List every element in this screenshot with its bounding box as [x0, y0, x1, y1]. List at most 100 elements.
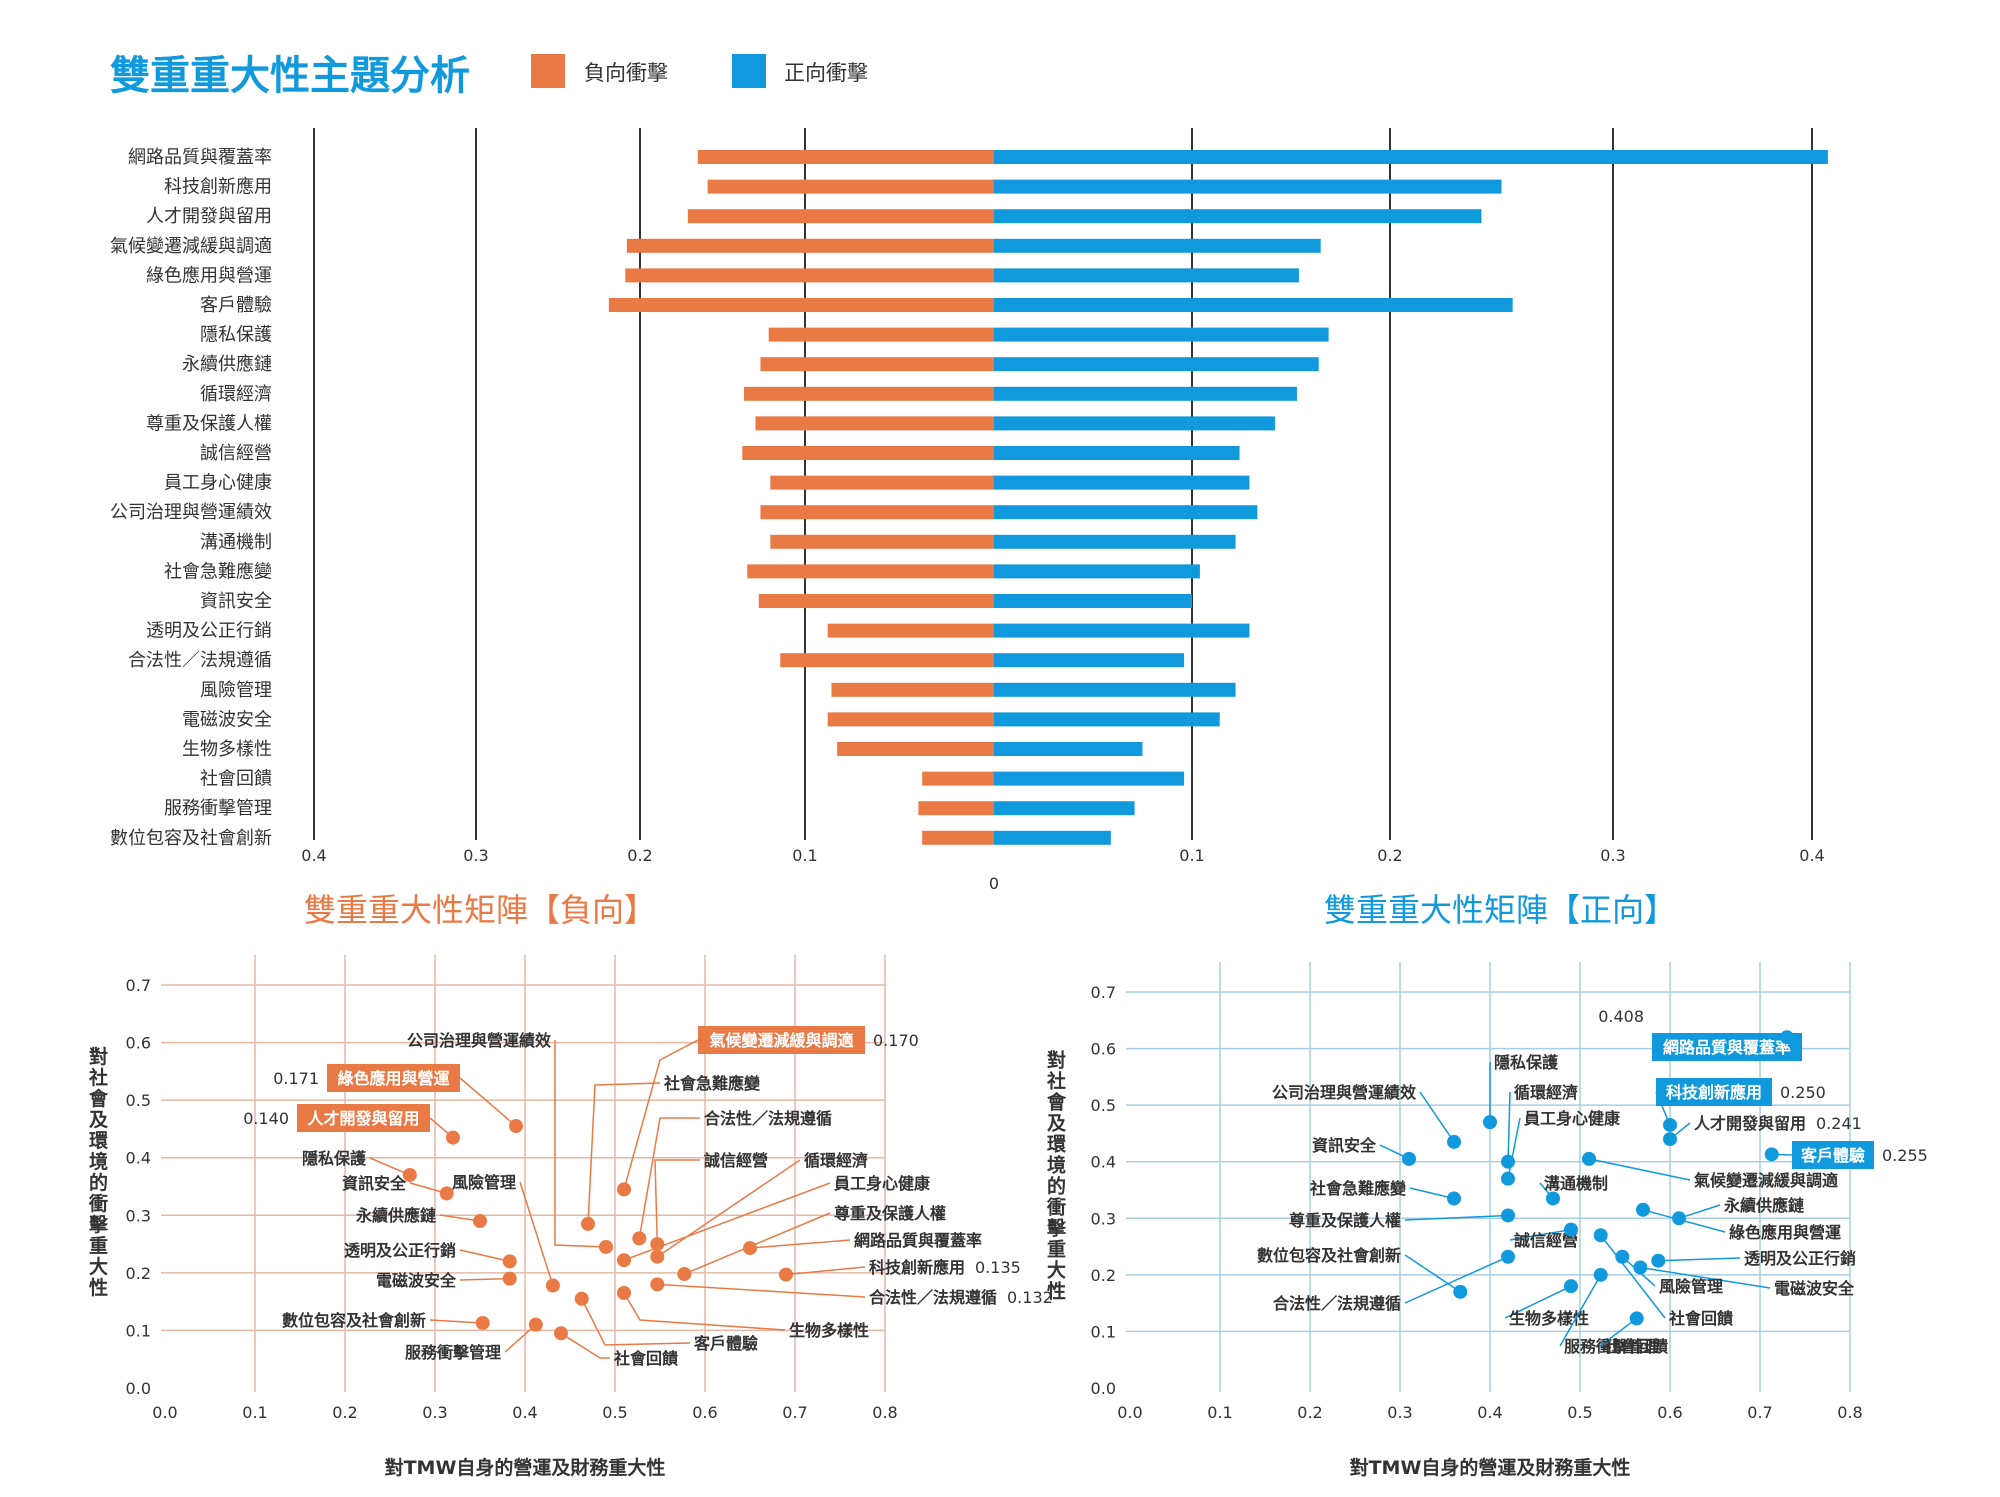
category-label: 科技創新應用 — [164, 176, 272, 198]
data-point — [1663, 1117, 1677, 1132]
leader-line — [459, 1077, 517, 1127]
data-point — [779, 1267, 793, 1282]
legend-swatch-negative — [531, 54, 565, 88]
point-value: 0.255 — [1882, 1146, 1928, 1165]
bar-negative — [697, 150, 994, 164]
bar-positive — [994, 801, 1135, 816]
leader-line — [1642, 1209, 1726, 1233]
x-tick-label: 0.2 — [332, 1403, 357, 1422]
point-label: 人才開發與留用 — [307, 1109, 419, 1128]
point-label: 客戶體驗 — [1801, 1146, 1865, 1165]
bar-negative — [707, 179, 994, 194]
highlight-box — [1656, 1078, 1772, 1106]
bar-positive — [994, 475, 1250, 490]
bar-negative — [755, 416, 994, 431]
x-tick-label: 0.5 — [1567, 1403, 1592, 1422]
highlight-box — [698, 1026, 865, 1054]
bar-negative — [827, 623, 994, 638]
data-point — [1453, 1284, 1468, 1299]
point-value: 0.171 — [273, 1069, 319, 1088]
y-tick-label: 0.4 — [126, 1149, 151, 1168]
data-point — [502, 1271, 517, 1286]
highlight-box — [1652, 1033, 1802, 1061]
point-label: 氣候變遷減緩與調適 — [709, 1031, 853, 1050]
data-point — [1633, 1260, 1648, 1275]
bar-positive — [994, 298, 1513, 312]
bar-positive — [994, 712, 1220, 727]
bar-positive — [994, 830, 1111, 845]
category-label: 員工身心健康 — [164, 473, 272, 494]
leader-line — [657, 1283, 866, 1298]
point-label: 社會急難應變 — [663, 1074, 761, 1093]
leader-line — [684, 1212, 831, 1275]
category-label: 客戶體驗 — [200, 295, 272, 316]
legend-swatch-positive — [732, 54, 766, 88]
matrix-negative: 0.0 0.1 0.2 0.3 0.4 0.5 0.6 0.7 0.8 0.0 0.1 0.2 0.3 0… — [86, 955, 1053, 1479]
x-tick-label: 0.8 — [872, 1403, 897, 1422]
data-point — [1636, 1202, 1650, 1217]
point-value: 0.241 — [1816, 1114, 1862, 1133]
y-tick-label: 0.1 — [1091, 1322, 1116, 1341]
data-point — [1483, 1115, 1497, 1130]
data-point — [1546, 1191, 1560, 1206]
x-tick-label: 0.3 — [463, 846, 488, 865]
data-point — [1593, 1267, 1608, 1282]
x-tick-label: 0.1 — [242, 1403, 267, 1422]
data-point — [1672, 1211, 1686, 1226]
bar-positive — [994, 505, 1258, 520]
point-label: 服務衝擊管理 — [1564, 1337, 1660, 1356]
bar-negative — [687, 209, 994, 224]
point-label: 永續供應鏈 — [355, 1206, 436, 1225]
bar-positive — [994, 742, 1143, 756]
y-tick-label: 0.6 — [1091, 1040, 1116, 1059]
bar-negative — [831, 682, 994, 697]
point-label: 網路品質與覆蓋率 — [854, 1231, 982, 1250]
point-label: 誠信經營 — [1514, 1231, 1578, 1250]
leader-line — [1404, 1214, 1509, 1221]
bar-positive — [994, 594, 1192, 608]
leader-line — [1419, 1091, 1455, 1143]
point-label: 永續供應鏈 — [1723, 1196, 1804, 1215]
bar-negative — [837, 742, 994, 756]
bar-negative — [742, 446, 994, 460]
bar-negative — [625, 268, 994, 283]
bar-negative — [743, 386, 994, 401]
bar-negative — [922, 771, 994, 786]
point-label: 風險管理 — [452, 1173, 516, 1192]
bar-positive — [994, 446, 1240, 460]
bar-positive — [994, 238, 1321, 253]
point-label: 科技創新應用 — [1666, 1083, 1762, 1102]
page-title: 雙重重大性主題分析 — [110, 53, 470, 99]
point-label: 尊重及保護人權 — [1289, 1211, 1401, 1230]
bar-positive — [994, 653, 1185, 668]
bar-negative — [758, 594, 994, 608]
leader-line — [1409, 1187, 1455, 1200]
y-tick-label: 0.7 — [126, 976, 151, 995]
x-tick-label: 0.7 — [1747, 1403, 1772, 1422]
data-point — [574, 1291, 589, 1306]
data-point — [632, 1231, 647, 1246]
legend-label-positive: 正向衝擊 — [784, 61, 868, 85]
category-label: 公司治理與營運績效 — [110, 502, 272, 523]
point-value: 0.408 — [1598, 1007, 1644, 1026]
point-label: 社會回饋 — [613, 1349, 679, 1368]
matrix-positive-title: 雙重重大性矩陣【正向】 — [1324, 891, 1676, 929]
leader-line — [623, 1039, 699, 1190]
bar-negative — [770, 475, 994, 490]
data-point — [1593, 1228, 1608, 1243]
point-label: 隱私保護 — [1494, 1053, 1559, 1072]
data-point — [402, 1167, 417, 1182]
y-tick-label: 0.2 — [1091, 1266, 1116, 1285]
x-tick-label: 0.4 — [512, 1403, 537, 1422]
leader-line — [1507, 1091, 1511, 1162]
leader-line — [654, 1159, 700, 1245]
matrix-negative-title: 雙重重大性矩陣【負向】 — [304, 891, 656, 929]
leader-line — [369, 1157, 411, 1176]
bar-positive — [994, 534, 1236, 549]
data-point — [1663, 1132, 1677, 1147]
data-point — [1582, 1151, 1596, 1166]
point-label: 綠色應用與營運 — [1729, 1223, 1841, 1242]
data-point — [617, 1182, 631, 1197]
leader-line — [1640, 1266, 1771, 1289]
